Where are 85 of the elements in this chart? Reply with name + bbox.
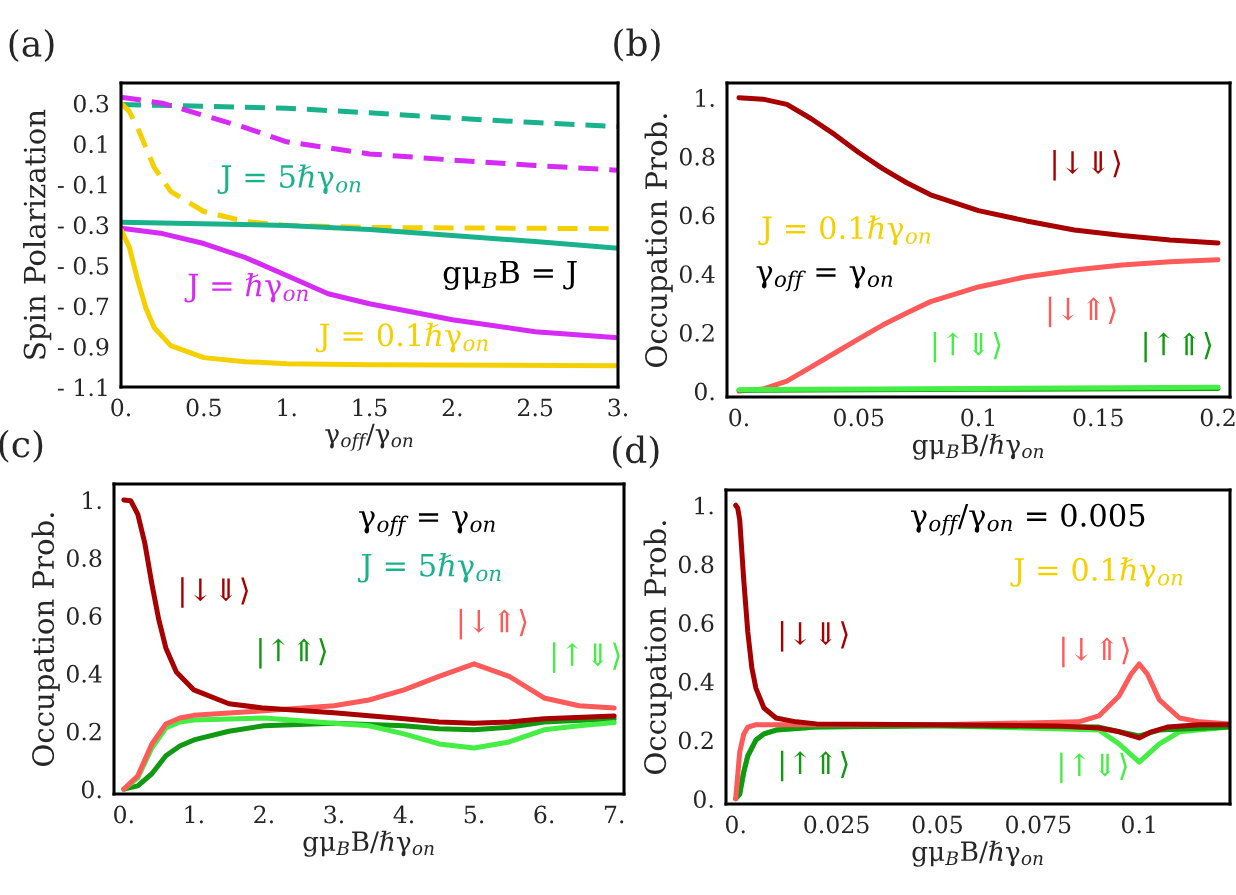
x-tick-label: 1. <box>185 805 203 824</box>
y-tick-label: 0.4 <box>679 265 715 284</box>
y-axis-title: Spin Polarization <box>23 109 52 359</box>
y-tick-label: 0.8 <box>678 555 714 574</box>
y-tick-label: - 0.5 <box>57 256 109 275</box>
annotation: J = 0.1ℏγ$_{on}$ <box>1010 557 1183 587</box>
annotation: J = 5ℏγ$_{on}$ <box>357 553 501 583</box>
x-tick-label: 0.1 <box>961 408 994 427</box>
x-tick-label: 0.05 <box>912 815 962 834</box>
y-tick-label: 1. <box>696 89 714 107</box>
y-tick-label: 1. <box>695 496 713 515</box>
x-tick-label: 0. <box>114 805 133 824</box>
series-label: |↑⇑⟩ <box>780 750 848 782</box>
x-tick-label: 2.5 <box>517 398 553 417</box>
y-tick-label: 0.8 <box>66 549 102 568</box>
y-tick-label: 0.3 <box>73 94 109 113</box>
chart-title: (b) <box>614 28 660 62</box>
x-tick-label: 3. <box>324 805 344 824</box>
y-tick-label: 1. <box>83 491 101 510</box>
annotation: γ$_{off}$ = γ$_{on}$ <box>756 266 893 292</box>
x-axis-title: gμ$_{B}$B/ℏγ$_{on}$ <box>303 830 434 857</box>
series-label: J = ℏγ$_{on}$ <box>184 272 308 303</box>
y-tick-label: 0.2 <box>678 731 713 750</box>
series-label: |↓⇑⟩ <box>1062 636 1129 668</box>
y-tick-label: 0.6 <box>66 607 102 625</box>
series-label: |↓⇑⟩ <box>459 608 527 640</box>
x-tick-label: 7. <box>604 805 624 824</box>
y-tick-label: 0.2 <box>66 722 101 741</box>
x-tick-label: 5. <box>464 805 484 824</box>
x-tick-label: 3. <box>608 398 628 417</box>
x-tick-label: 0.5 <box>186 398 221 417</box>
y-tick-label: - 0.7 <box>57 297 109 316</box>
x-tick-label: 0.1 <box>1121 815 1155 834</box>
y-tick-label: 0.1 <box>73 135 107 154</box>
annotation: gμ$_{B}$B = J <box>443 260 577 290</box>
y-axis-title: Occupation Prob. <box>643 521 672 774</box>
y-tick-label: 0.4 <box>66 664 102 683</box>
series-label: J = 5ℏγ$_{on}$ <box>217 164 361 194</box>
y-axis-title: Occupation Prob. <box>31 513 60 766</box>
series-label: |↓⇓⟩ <box>780 621 848 652</box>
series-label: |↓⇓⟩ <box>181 577 248 608</box>
x-tick-label: 0.025 <box>804 815 869 834</box>
annotation: J = 0.1ℏγ$_{on}$ <box>758 215 931 246</box>
x-tick-label: 0. <box>111 398 131 417</box>
y-tick-label: 0.8 <box>679 147 715 166</box>
series-label: |↑⇑⟩ <box>1144 331 1212 363</box>
y-tick-label: - 1.1 <box>57 378 107 397</box>
series-label: J = 0.1ℏγ$_{on}$ <box>315 322 488 353</box>
y-tick-label: 0.6 <box>678 614 714 632</box>
y-tick-label: 0.2 <box>679 323 714 342</box>
x-tick-label: 0.15 <box>1073 408 1123 427</box>
x-tick-label: 4. <box>393 805 414 824</box>
x-tick-label: 0. <box>729 408 749 427</box>
x-axis-title: γ$_{off}$/γ$_{on}$ <box>325 423 413 451</box>
x-tick-label: 2. <box>254 805 273 824</box>
series-label: |↑⇑⟩ <box>259 637 326 669</box>
series-label: |↑⇓⟩ <box>933 331 1001 363</box>
series-label: |↓⇓⟩ <box>1053 149 1121 181</box>
x-tick-label: 6. <box>534 805 554 824</box>
y-tick-label: 0.4 <box>678 672 714 691</box>
y-tick-label: - 0.9 <box>57 337 109 356</box>
x-tick-label: 2. <box>442 398 462 417</box>
x-tick-label: 0.075 <box>1006 815 1071 834</box>
y-tick-label: 0.6 <box>679 206 715 225</box>
y-tick-label: 0. <box>81 780 101 799</box>
x-tick-label: 0.05 <box>834 408 884 427</box>
x-axis-title: gμ$_{B}$B/ℏγ$_{on}$ <box>912 840 1043 867</box>
y-axis-title: Occupation Prob. <box>644 114 673 367</box>
annotation: γ$_{off}$/γ$_{on}$ = 0.005 <box>910 503 1145 536</box>
y-tick-label: 0. <box>694 382 714 401</box>
chart-title: (d) <box>612 435 659 469</box>
y-tick-label: - 0.1 <box>57 175 107 194</box>
y-tick-label: 0. <box>693 790 713 809</box>
y-tick-label: - 0.3 <box>57 216 109 235</box>
x-tick-label: 1.5 <box>353 398 387 417</box>
chart-title: (c) <box>0 429 43 463</box>
x-tick-label: 1. <box>278 398 296 417</box>
chart-title: (a) <box>9 28 54 63</box>
x-axis-title: gμ$_{B}$B/ℏγ$_{on}$ <box>912 433 1044 460</box>
x-tick-label: 0. <box>725 815 745 834</box>
series-label: |↑⇓⟩ <box>1060 752 1127 784</box>
series-label: |↑⇓⟩ <box>552 642 620 673</box>
x-tick-label: 0.2 <box>1200 408 1235 427</box>
annotation: γ$_{off}$ = γ$_{on}$ <box>359 511 495 537</box>
series-label: |↓⇑⟩ <box>1048 296 1116 328</box>
